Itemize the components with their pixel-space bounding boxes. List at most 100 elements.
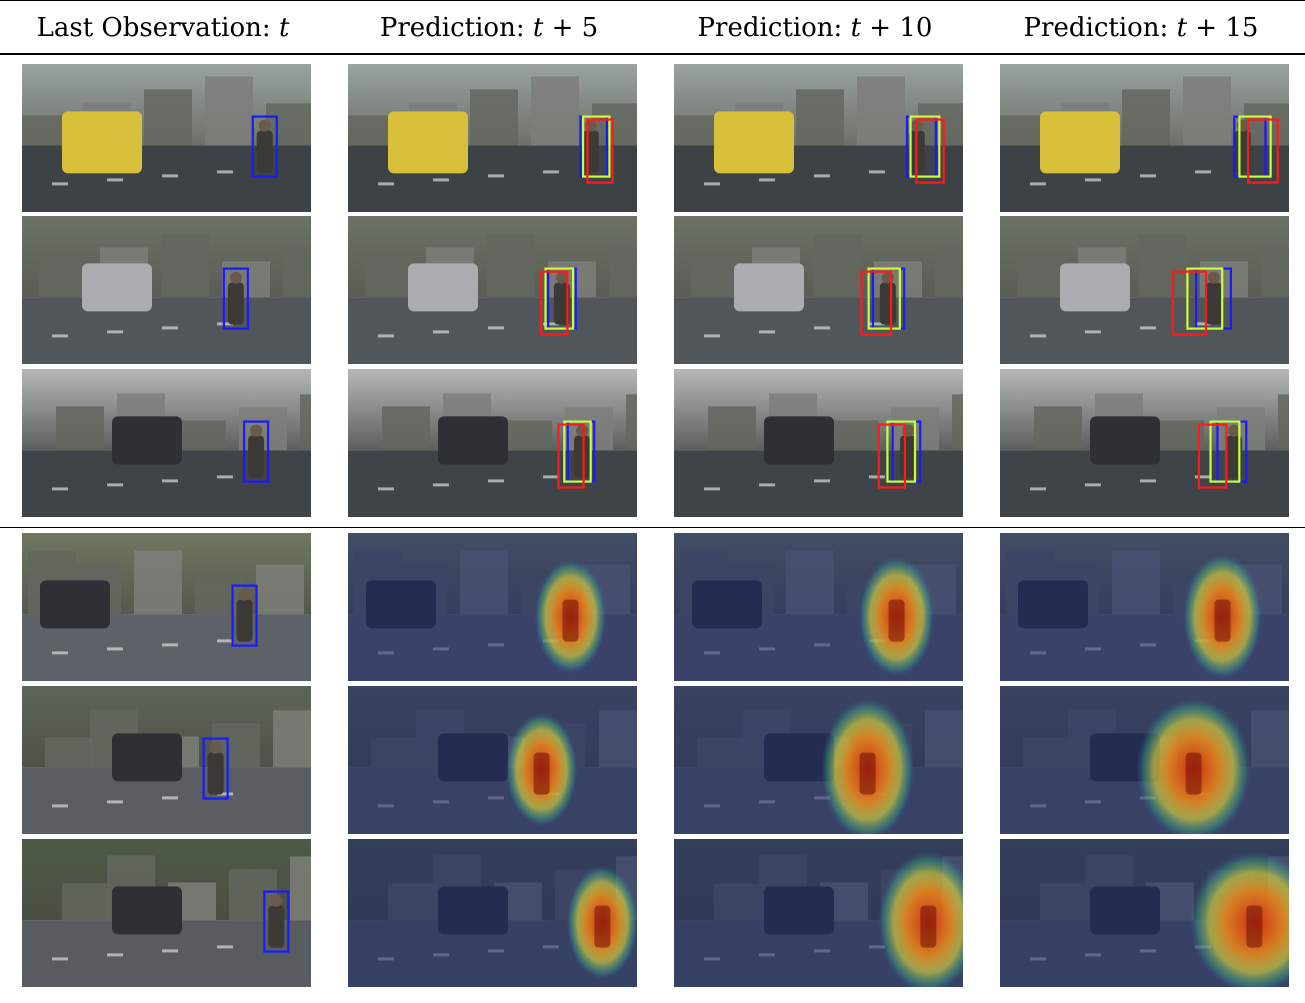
scene-frame-r6-c2: [348, 839, 637, 987]
lane-marking: [869, 170, 885, 174]
lane-marking: [162, 174, 178, 178]
road-surface: [1000, 297, 1289, 364]
building: [813, 234, 861, 298]
building: [1017, 260, 1065, 298]
green-bounding-box: [1186, 267, 1224, 330]
vehicle: [82, 263, 152, 312]
scene-frame-r5-c4: [1000, 686, 1289, 834]
scene-frame-r3-c4: [1000, 369, 1289, 517]
green-bounding-box: [563, 420, 592, 483]
pedestrian: [227, 282, 244, 325]
building: [1278, 394, 1289, 451]
lane-marking: [1085, 330, 1101, 334]
scene-image: [1000, 839, 1289, 987]
scene-image: [674, 839, 963, 987]
lane-marking: [433, 178, 449, 182]
header-suffix: + 10: [861, 13, 933, 43]
heatmap-core: [562, 599, 579, 642]
scene-frame-r3-c3: [674, 369, 963, 517]
scene-frame-r3-c2: [348, 369, 637, 517]
building: [144, 89, 192, 146]
lane-marking: [1195, 322, 1211, 326]
heatmap-core: [888, 599, 905, 642]
vehicle: [112, 886, 182, 935]
pedestrian-head: [229, 271, 242, 284]
pedestrian: [1205, 282, 1222, 325]
scene-image: [674, 216, 963, 364]
building: [39, 260, 87, 298]
vehicle: [40, 580, 110, 629]
pedestrian: [268, 905, 285, 948]
building: [1261, 248, 1289, 298]
road-surface: [22, 297, 311, 364]
scene-image: [1000, 216, 1289, 364]
heatmap-core: [1214, 599, 1231, 642]
scene-image: [22, 686, 311, 834]
lane-marking: [759, 178, 775, 182]
blue-bounding-box: [202, 737, 229, 800]
building: [365, 260, 413, 298]
building: [592, 103, 637, 146]
lane-marking: [433, 483, 449, 487]
header-variable: t: [850, 13, 862, 43]
scene-frame-r5-c1: [22, 686, 311, 834]
header-text: Last Observation:: [36, 13, 279, 43]
pedestrian: [900, 435, 917, 478]
top-rule: [0, 0, 1305, 1]
lane-marking: [1030, 334, 1046, 338]
road-surface: [674, 297, 963, 364]
lane-marking: [1140, 479, 1156, 483]
vehicle: [714, 111, 794, 174]
building: [178, 420, 226, 451]
red-bounding-box: [1247, 118, 1279, 184]
building: [62, 883, 110, 921]
column-header-prediction-t10: Prediction: t + 10: [652, 8, 978, 48]
building: [830, 420, 878, 451]
green-bounding-box: [886, 420, 917, 483]
lane-marking: [759, 483, 775, 487]
building: [266, 103, 311, 146]
lane-marking: [52, 334, 68, 338]
scene-image: [22, 369, 311, 517]
pedestrian: [574, 435, 591, 478]
pedestrian: [582, 130, 599, 173]
building: [609, 248, 637, 298]
heatmap-core: [859, 752, 876, 795]
header-text: Prediction:: [379, 13, 533, 43]
lane-marking: [217, 170, 233, 174]
scene-frame-r2-c4: [1000, 216, 1289, 364]
pedestrian: [1226, 435, 1243, 478]
vehicle: [1060, 263, 1130, 312]
heatmap-overlay: [348, 686, 637, 834]
header-variable: t: [532, 13, 544, 43]
heatmap-core: [1185, 752, 1202, 795]
pedestrian: [207, 752, 224, 795]
lane-marking: [543, 475, 559, 479]
pedestrian-head: [250, 424, 263, 437]
lane-marking: [1085, 483, 1101, 487]
pedestrian: [879, 282, 896, 325]
scene-frame-r4-c2: [348, 533, 637, 681]
building: [134, 550, 182, 615]
lane-marking: [543, 322, 559, 326]
pedestrian: [256, 130, 273, 173]
vehicle: [734, 263, 804, 312]
green-bounding-box: [544, 267, 575, 330]
header-variable: t: [1176, 13, 1188, 43]
section-divider-rule: [0, 527, 1305, 528]
lane-marking: [162, 796, 178, 800]
vehicle: [112, 733, 182, 782]
blue-bounding-box: [222, 267, 249, 330]
building: [531, 76, 579, 146]
lane-marking: [52, 487, 68, 491]
lane-marking: [704, 182, 720, 186]
red-bounding-box: [557, 423, 585, 489]
lane-marking: [378, 487, 394, 491]
scene-image: [22, 533, 311, 681]
scene-frame-r6-c1: [22, 839, 311, 987]
pedestrian: [248, 435, 265, 478]
lane-marking: [52, 182, 68, 186]
building: [1156, 420, 1204, 451]
pedestrian-head: [209, 741, 222, 754]
